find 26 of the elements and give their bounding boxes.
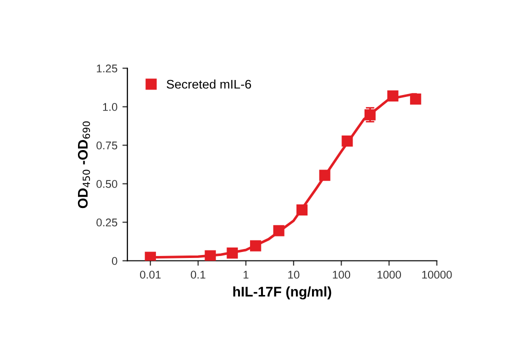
x-tick-label: 10000 [422, 270, 452, 279]
x-tick-label: 100 [332, 270, 350, 279]
point [273, 225, 284, 236]
y-tick-label: 0.25 [96, 218, 118, 226]
point [250, 240, 262, 252]
x-tick-label: 0.01 [140, 270, 161, 279]
y-tick-label: 0.50 [96, 180, 118, 188]
point [319, 170, 330, 181]
legend-label: Secreted mIL-6 [166, 80, 252, 89]
y-tick-label: 1.25 [96, 64, 118, 72]
x-axis-title: hIL-17F (ng/ml) [233, 286, 332, 300]
point [410, 93, 422, 105]
x-tick-label: 10 [288, 270, 300, 279]
x-tick-label: 1000 [378, 270, 401, 279]
x-tick-label: 1 [244, 270, 248, 279]
point [387, 90, 398, 102]
point [226, 247, 238, 259]
y-tick-label: 1.0 [103, 103, 118, 111]
y-axis-title: OD$_{450}$ -OD$_{690}$ [78, 121, 90, 208]
x-tick-label: 0.1 [190, 270, 206, 279]
y-tick-label: 0 [112, 257, 118, 265]
point [364, 109, 376, 120]
y-tick-label: 0.75 [96, 142, 118, 150]
point [204, 250, 216, 261]
point [342, 136, 353, 147]
point [296, 204, 308, 216]
